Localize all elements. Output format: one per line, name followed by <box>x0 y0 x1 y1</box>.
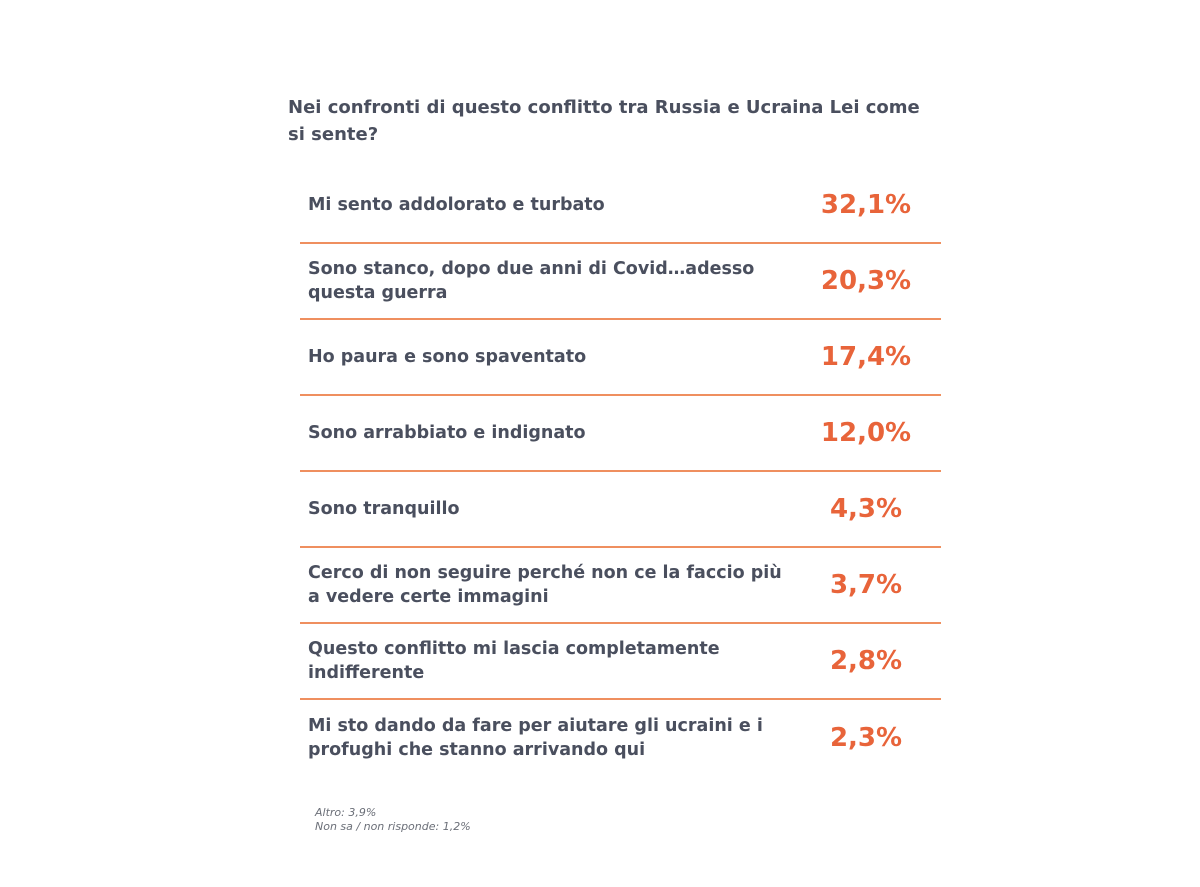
footnote-altro: Altro: 3,9% <box>315 806 377 819</box>
table-row: Sono tranquillo 4,3% <box>300 472 941 548</box>
results-table: Mi sento addolorato e turbato 32,1% Sono s… <box>300 168 941 776</box>
row-label: Sono arrabbiato e indignato <box>308 423 586 443</box>
table-row: Mi sto dando da fare per aiutare gli ucr… <box>300 700 941 776</box>
table-row: Ho paura e sono spaventato 17,4% <box>300 320 941 396</box>
row-label: Sono stanco, dopo due anni di Covid…ades… <box>308 259 755 303</box>
row-label: Ho paura e sono spaventato <box>308 347 587 367</box>
table-row: Mi sento addolorato e turbato 32,1% <box>300 168 941 244</box>
row-value: 20,3% <box>820 266 912 296</box>
footnote-non-sa: Non sa / non risponde: 1,2% <box>315 820 471 833</box>
row-value: 32,1% <box>820 190 912 220</box>
row-value: 2,3% <box>829 723 903 753</box>
table-row: Sono arrabbiato e indignato 12,0% <box>300 396 941 472</box>
row-value: 2,8% <box>829 646 903 676</box>
row-value: 3,7% <box>829 570 903 600</box>
table-row: Questo conflitto mi lascia completamente… <box>300 624 941 700</box>
question-title: Nei confronti di questo conflitto tra Ru… <box>288 97 920 145</box>
row-label: Cerco di non seguire perché non ce la fa… <box>308 563 782 607</box>
row-label: Mi sto dando da fare per aiutare gli ucr… <box>308 716 763 760</box>
table-row: Sono stanco, dopo due anni di Covid…ades… <box>300 244 941 320</box>
table-row: Cerco di non seguire perché non ce la fa… <box>300 548 941 624</box>
row-value: 12,0% <box>820 418 912 448</box>
row-label: Sono tranquillo <box>308 499 460 519</box>
row-label: Questo conflitto mi lascia completamente… <box>308 639 720 683</box>
row-value: 4,3% <box>829 494 903 524</box>
row-label: Mi sento addolorato e turbato <box>308 195 605 215</box>
footnotes: Altro: 3,9% Non sa / non risponde: 1,2% <box>315 806 471 834</box>
row-value: 17,4% <box>820 342 912 372</box>
